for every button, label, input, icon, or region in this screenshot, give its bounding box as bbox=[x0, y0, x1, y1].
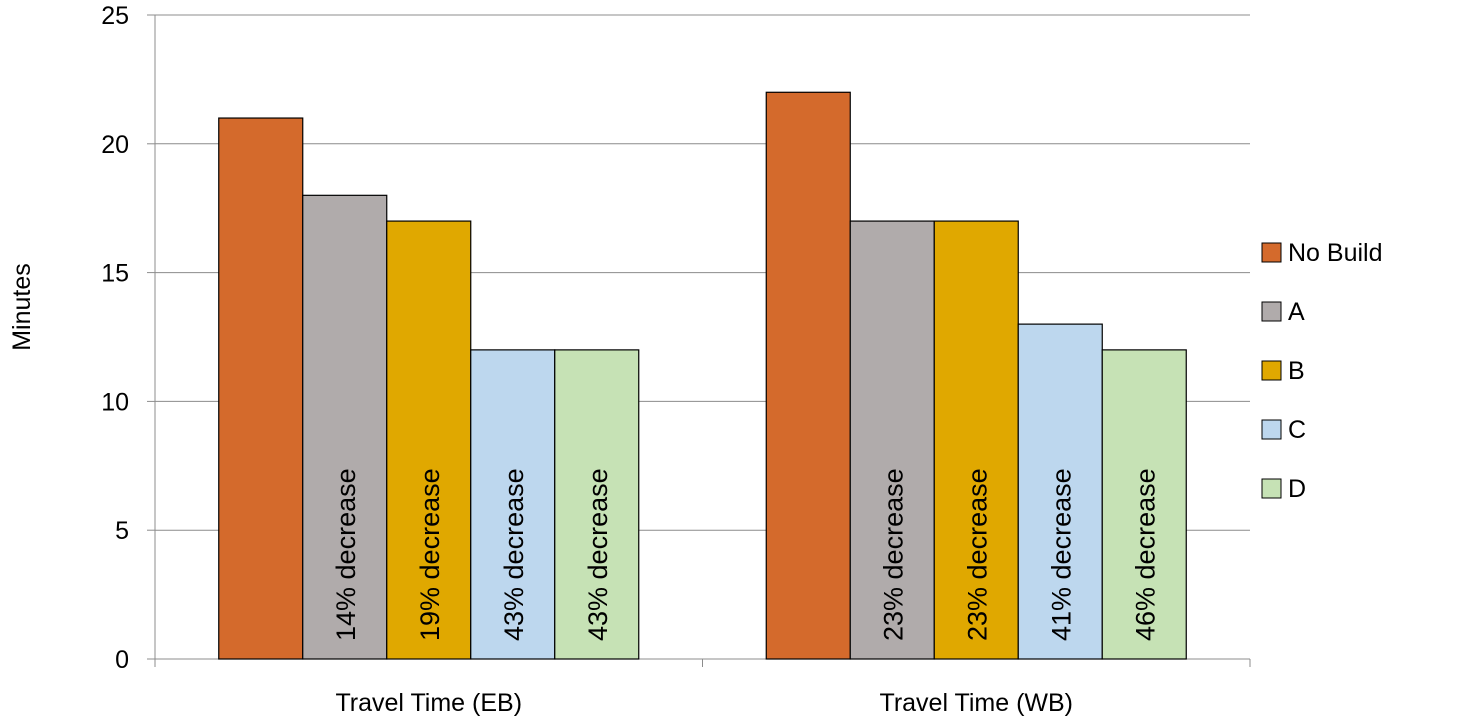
legend-label: D bbox=[1288, 475, 1306, 503]
bar bbox=[386, 220, 472, 660]
y-axis-title: Minutes bbox=[8, 263, 36, 351]
legend-swatch bbox=[1261, 360, 1282, 381]
bar-data-label: 23% decrease bbox=[962, 468, 992, 641]
bar bbox=[302, 194, 388, 660]
y-tick-label: 20 bbox=[101, 131, 129, 159]
legend-swatch bbox=[1261, 419, 1282, 440]
bar-data-label: 19% decrease bbox=[415, 468, 445, 641]
category-label: Travel Time (WB) bbox=[879, 689, 1073, 717]
legend-swatch bbox=[1261, 478, 1282, 499]
y-tick-label: 25 bbox=[101, 2, 129, 30]
legend-label: A bbox=[1288, 298, 1305, 326]
bar-data-label: 43% decrease bbox=[583, 468, 613, 641]
y-tick-labels: 0 5 10 15 20 25 bbox=[101, 2, 129, 674]
bar-data-label: 14% decrease bbox=[331, 468, 361, 641]
legend-label: No Build bbox=[1288, 239, 1383, 267]
legend: No Build A B C D bbox=[1261, 239, 1383, 503]
y-tick-label: 5 bbox=[115, 517, 129, 545]
y-tick-label: 0 bbox=[115, 646, 129, 674]
bar bbox=[849, 220, 935, 660]
bars bbox=[218, 91, 1187, 660]
bar-data-label: 41% decrease bbox=[1046, 468, 1076, 641]
category-labels: Travel Time (EB) Travel Time (WB) bbox=[335, 689, 1073, 717]
bar bbox=[218, 117, 304, 660]
legend-swatch bbox=[1261, 242, 1282, 263]
bar bbox=[1101, 349, 1187, 660]
bar-data-label: 46% decrease bbox=[1130, 468, 1160, 641]
bar-labels: 14% decrease 19% decrease 43% decrease 43% … bbox=[331, 468, 1161, 641]
legend-swatch bbox=[1261, 301, 1282, 322]
legend-label: B bbox=[1288, 357, 1305, 385]
bar-data-label: 23% decrease bbox=[878, 468, 908, 641]
bar bbox=[554, 349, 640, 660]
y-tick-label: 10 bbox=[101, 388, 129, 416]
category-label: Travel Time (EB) bbox=[335, 689, 522, 717]
legend-label: C bbox=[1288, 416, 1306, 444]
bar-data-label: 43% decrease bbox=[499, 468, 529, 641]
bar bbox=[470, 349, 556, 660]
bar bbox=[1017, 323, 1103, 660]
bar bbox=[933, 220, 1019, 660]
y-tick-label: 15 bbox=[101, 260, 129, 288]
bar bbox=[765, 91, 851, 660]
